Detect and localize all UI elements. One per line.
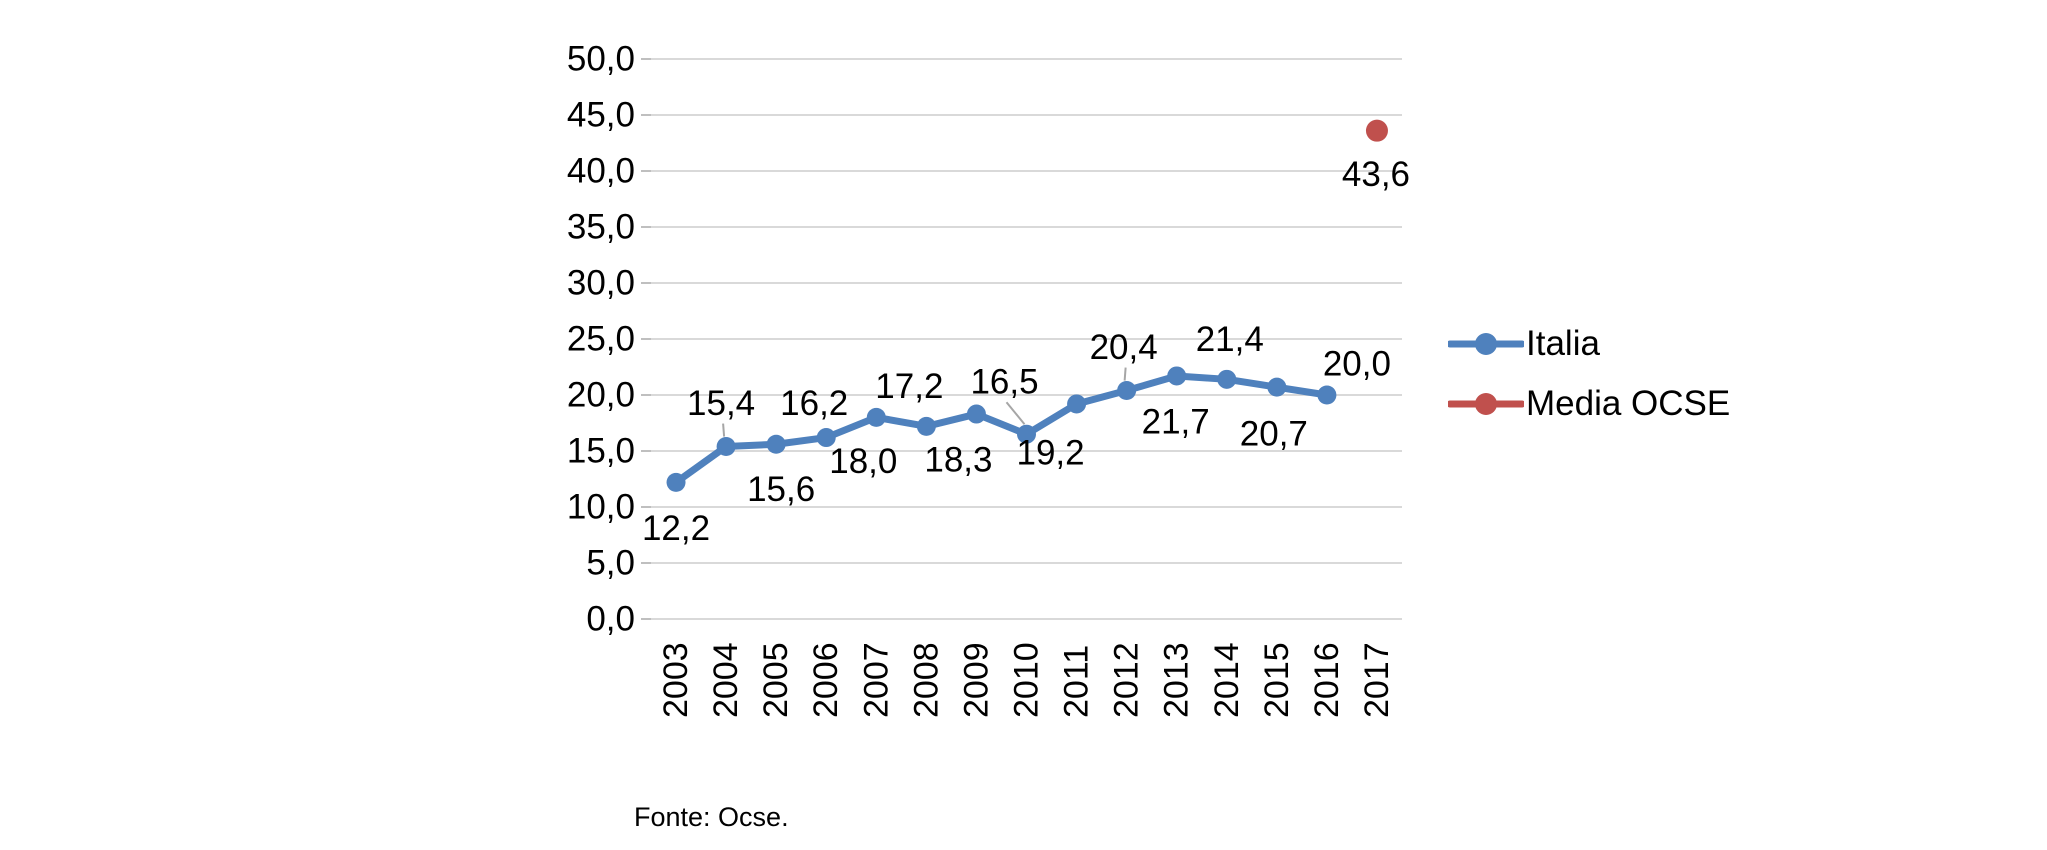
- y-axis-tick-label: 10,0: [567, 488, 635, 527]
- x-axis-tick-label: 2017: [1358, 642, 1396, 718]
- x-axis-tick-label: 2005: [757, 642, 795, 718]
- y-axis-tick-label: 25,0: [567, 320, 635, 359]
- x-axis-tick-label: 2008: [907, 642, 945, 718]
- x-axis-tick-label: 2011: [1058, 645, 1096, 718]
- media-ocse-marker: [1365, 119, 1388, 142]
- italia-marker: [1017, 424, 1036, 444]
- data-label: 17,2: [875, 367, 943, 406]
- data-label-leader-line: [1123, 367, 1127, 381]
- y-axis-tick-label: 15,0: [567, 432, 635, 471]
- italia-marker: [666, 472, 686, 492]
- data-label: 19,2: [1017, 433, 1085, 472]
- data-label: 16,2: [780, 384, 848, 423]
- data-label-leader-line: [1005, 401, 1026, 425]
- y-axis-tick-label: 20,0: [567, 376, 635, 415]
- data-label: 20,4: [1090, 328, 1158, 367]
- legend-item-media-ocse: Media OCSE: [1448, 383, 1730, 425]
- data-label: 18,0: [829, 442, 897, 481]
- italia-marker: [866, 407, 886, 427]
- x-axis-tick-label: 2006: [807, 642, 845, 718]
- y-axis-tick-label: 40,0: [567, 152, 635, 191]
- x-axis-tick-label: 2010: [1008, 642, 1046, 718]
- x-axis-tick-label: 2012: [1108, 642, 1146, 718]
- data-label: 43,6: [1342, 155, 1410, 194]
- italia-marker: [766, 434, 786, 454]
- italia-marker: [716, 437, 736, 457]
- x-axis-tick-label: 2009: [957, 642, 995, 718]
- x-axis-tick-label: 2004: [707, 642, 745, 718]
- legend-item-italia: Italia: [1448, 323, 1730, 365]
- legend-label-italia: Italia: [1526, 324, 1600, 363]
- italia-marker: [1317, 385, 1337, 405]
- y-axis-tick-label: 35,0: [567, 208, 635, 247]
- data-label: 21,7: [1142, 402, 1210, 441]
- italia-marker: [1217, 369, 1237, 389]
- x-axis-tick-label: 2015: [1258, 642, 1296, 718]
- data-label: 15,4: [687, 384, 755, 423]
- data-label: 20,7: [1240, 415, 1308, 454]
- source-note: Fonte: Ocse.: [634, 802, 789, 832]
- italia-marker: [1167, 366, 1187, 386]
- italia-marker: [1067, 394, 1087, 414]
- x-axis-tick-label: 2007: [857, 642, 895, 718]
- y-axis-tick-label: 30,0: [567, 264, 635, 303]
- y-axis-tick-label: 5,0: [586, 544, 635, 583]
- data-label: 15,6: [747, 470, 815, 509]
- y-axis-tick-label: 45,0: [567, 96, 635, 135]
- data-label: 21,4: [1196, 320, 1264, 359]
- y-axis-tick-label: 0,0: [586, 600, 635, 639]
- italia-marker: [816, 428, 836, 448]
- italia-marker: [1117, 381, 1137, 401]
- data-label: 12,2: [642, 509, 710, 548]
- italia-marker: [916, 416, 936, 436]
- legend-marker-italia-icon: [1448, 333, 1524, 355]
- x-axis-tick-label: 2003: [657, 642, 695, 718]
- italia-marker: [1267, 377, 1287, 397]
- legend-marker-media-ocse-icon: [1448, 393, 1524, 415]
- y-axis-tick-label: 50,0: [567, 40, 635, 79]
- data-label: 20,0: [1323, 345, 1391, 384]
- x-axis-tick-label: 2013: [1158, 642, 1196, 718]
- data-label: 16,5: [970, 363, 1038, 402]
- legend-label-media-ocse: Media OCSE: [1526, 384, 1731, 423]
- chart-legend: Italia Media OCSE: [1448, 323, 1730, 425]
- data-label-leader-line: [722, 423, 726, 437]
- data-label: 18,3: [924, 441, 992, 480]
- x-axis-tick-label: 2016: [1308, 642, 1346, 718]
- italia-marker: [966, 404, 986, 424]
- x-axis-tick-label: 2014: [1208, 642, 1246, 718]
